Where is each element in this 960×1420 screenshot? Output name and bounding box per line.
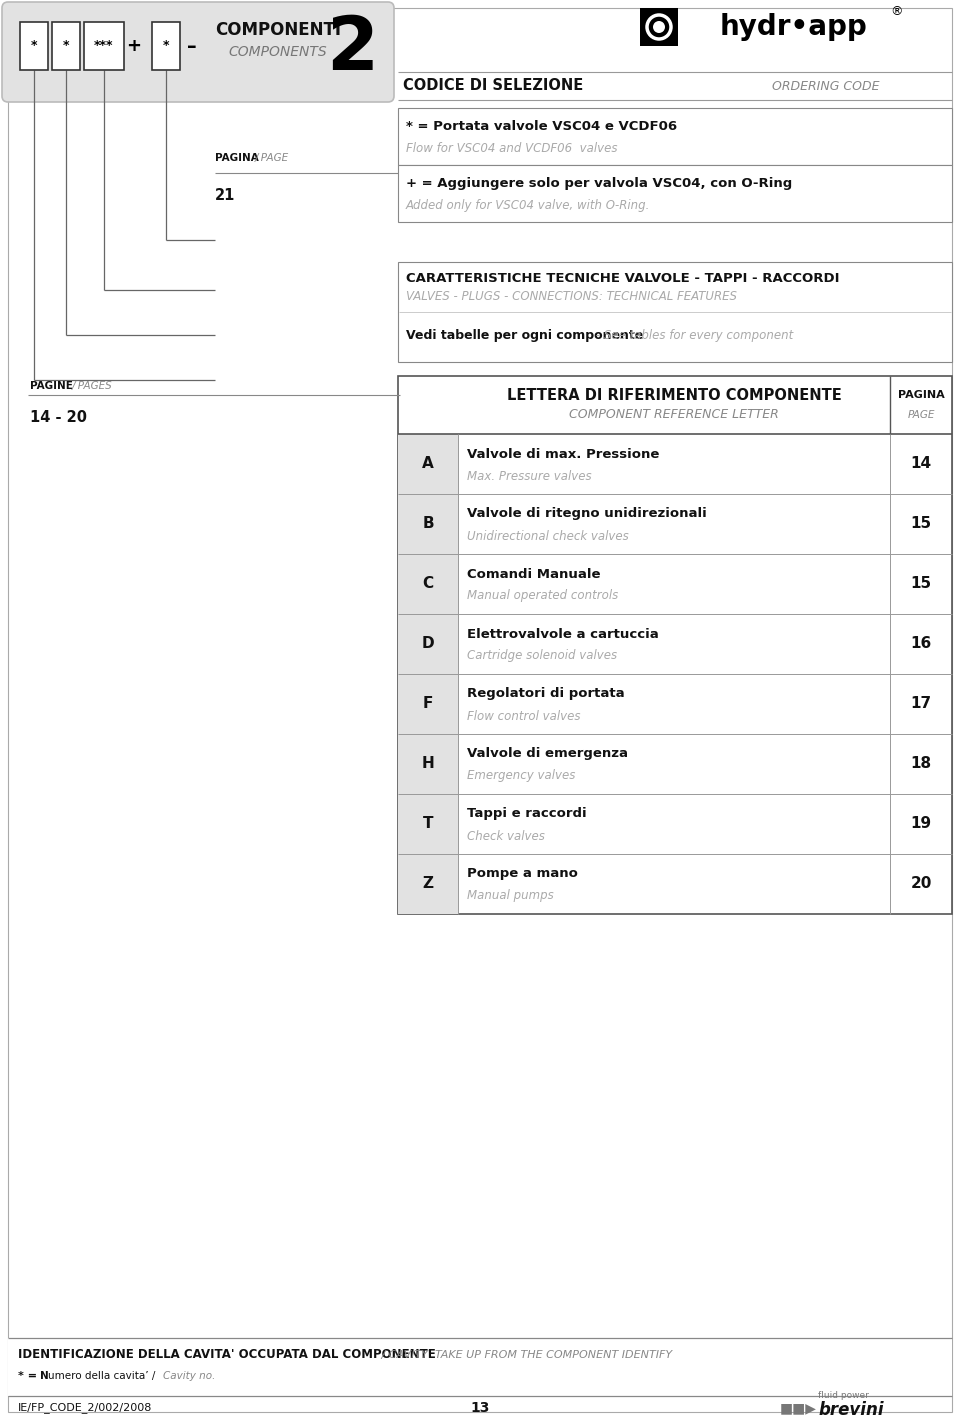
Text: COMPONENT REFERENCE LETTER: COMPONENT REFERENCE LETTER [569,409,779,422]
Text: Check valves: Check valves [467,829,545,842]
Bar [398,435,458,494]
Bar [398,263,952,362]
Bar [398,613,458,674]
Bar [52,21,80,70]
Bar [20,21,48,70]
Circle shape [647,16,671,38]
Text: Unidirectional check valves: Unidirectional check valves [467,530,629,542]
Text: Tappi e raccordi: Tappi e raccordi [467,808,587,821]
Text: PAGE: PAGE [907,410,935,420]
Bar [398,108,952,165]
Text: Flow control valves: Flow control valves [467,710,581,723]
Text: Z: Z [422,876,434,892]
Text: Cavity no.: Cavity no. [163,1370,215,1382]
Text: COMPONENTI: COMPONENTI [215,21,341,38]
Text: 13: 13 [470,1402,490,1414]
Text: 14 - 20: 14 - 20 [30,410,87,426]
Bar [640,9,678,45]
Text: hydr•app: hydr•app [720,13,868,41]
Text: CARATTERISTICHE TECNICHE VALVOLE - TAPPI - RACCORDI: CARATTERISTICHE TECNICHE VALVOLE - TAPPI… [406,271,839,284]
Text: 2: 2 [326,14,378,87]
Bar [398,165,952,222]
Text: * = Portata valvole VSC04 e VCDF06: * = Portata valvole VSC04 e VCDF06 [406,119,677,132]
Text: Manual operated controls: Manual operated controls [467,589,618,602]
Text: A: A [422,456,434,471]
Text: brevini: brevini [818,1402,883,1419]
Text: VALVES - PLUGS - CONNECTIONS: TECHNICAL FEATURES: VALVES - PLUGS - CONNECTIONS: TECHNICAL … [406,290,737,302]
Bar [8,1338,952,1396]
Circle shape [653,21,665,33]
Text: IDENTIFICAZIONE DELLA CAVITA' OCCUPATA DAL COMPONENTE: IDENTIFICAZIONE DELLA CAVITA' OCCUPATA D… [18,1349,436,1362]
Text: 15: 15 [910,577,931,592]
Text: 15: 15 [910,517,931,531]
Text: *: * [163,40,169,53]
Text: Regolatori di portata: Regolatori di portata [467,687,625,700]
Text: PAGINA: PAGINA [215,153,259,163]
Text: + = Aggiungere solo per valvola VSC04, con O-Ring: + = Aggiungere solo per valvola VSC04, c… [406,176,792,189]
Text: Emergency valves: Emergency valves [467,770,575,782]
Text: D: D [421,636,434,652]
Text: Comandi Manuale: Comandi Manuale [467,568,601,581]
Bar [152,21,180,70]
Text: N: N [40,1370,49,1382]
Text: / PAGES: / PAGES [72,381,112,390]
Text: IE/FP_CODE_2/002/2008: IE/FP_CODE_2/002/2008 [18,1403,153,1413]
Text: CODICE DI SELEZIONE: CODICE DI SELEZIONE [403,78,584,94]
Bar [398,794,458,853]
Text: fluid power: fluid power [818,1392,869,1400]
Text: * =: * = [18,1370,41,1382]
Text: COMPONENTS: COMPONENTS [228,45,327,60]
Text: 14: 14 [910,456,931,471]
Text: 18: 18 [910,757,931,771]
Bar [398,734,458,794]
Text: +: + [127,37,141,55]
Text: Flow for VSC04 and VCDF06  valves: Flow for VSC04 and VCDF06 valves [406,142,617,155]
Text: Manual pumps: Manual pumps [467,889,554,903]
Text: 19: 19 [910,816,931,832]
Text: Valvole di ritegno unidirezionali: Valvole di ritegno unidirezionali [467,507,707,521]
Text: - See tables for every component: - See tables for every component [592,329,793,342]
Text: Pompe a mano: Pompe a mano [467,868,578,880]
Bar [398,674,458,734]
Text: 17: 17 [910,696,931,711]
Text: / CAVITY  TAKE UP FROM THE COMPONENT IDENTIFY: / CAVITY TAKE UP FROM THE COMPONENT IDEN… [378,1350,672,1360]
Text: 16: 16 [910,636,931,652]
Text: ORDERING CODE: ORDERING CODE [772,80,879,92]
Text: Elettrovalvole a cartuccia: Elettrovalvole a cartuccia [467,628,659,640]
Text: Valvole di max. Pressione: Valvole di max. Pressione [467,447,660,460]
Text: T: T [422,816,433,832]
Text: / PAGE: / PAGE [255,153,289,163]
Text: 20: 20 [910,876,932,892]
Text: Cartridge solenoid valves: Cartridge solenoid valves [467,649,617,663]
Bar [84,21,124,70]
Bar [398,853,458,914]
Text: PAGINE: PAGINE [30,381,73,390]
Text: C: C [422,577,434,592]
Text: *: * [62,40,69,53]
Text: ■■▶: ■■▶ [780,1402,817,1414]
Text: Max. Pressure valves: Max. Pressure valves [467,470,591,483]
FancyBboxPatch shape [2,1,394,102]
Text: H: H [421,757,434,771]
Text: F: F [422,696,433,711]
Text: Added only for VSC04 valve, with O-Ring.: Added only for VSC04 valve, with O-Ring. [406,199,650,212]
Bar [398,554,458,613]
Text: 21: 21 [215,187,235,203]
Text: ***: *** [94,40,113,53]
Text: –: – [187,37,197,55]
Bar [398,376,952,914]
Text: PAGINA: PAGINA [898,391,945,400]
Text: B: B [422,517,434,531]
Text: Valvole di emergenza: Valvole di emergenza [467,747,628,761]
Text: umero della cavita’ /: umero della cavita’ / [48,1370,158,1382]
Text: ®: ® [890,6,902,18]
Text: Vedi tabelle per ogni componente: Vedi tabelle per ogni componente [406,329,643,342]
Text: LETTERA DI RIFERIMENTO COMPONENTE: LETTERA DI RIFERIMENTO COMPONENTE [507,388,841,402]
Bar [398,494,458,554]
Text: *: * [31,40,37,53]
